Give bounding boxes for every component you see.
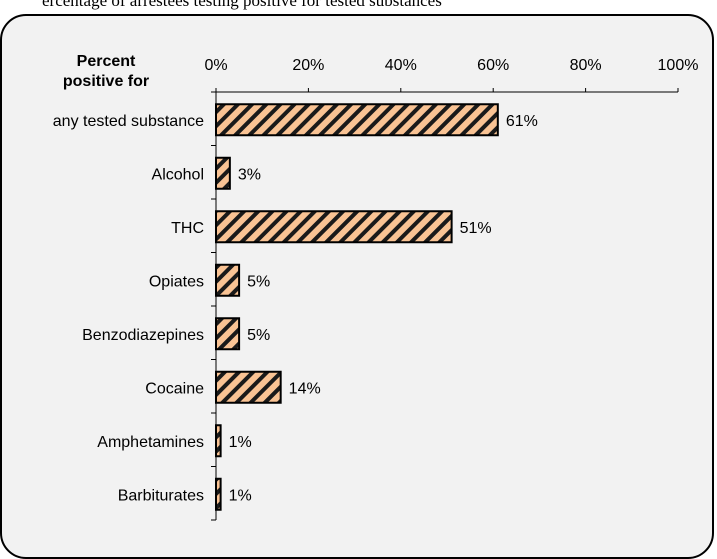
category-label: Amphetamines	[97, 434, 204, 451]
bar	[215, 477, 222, 511]
data-label: 1%	[229, 434, 252, 451]
data-label: 5%	[247, 273, 270, 290]
x-tick-label: 20%	[292, 57, 324, 74]
data-label: 3%	[238, 166, 261, 183]
category-label: any tested substance	[53, 113, 204, 130]
chart-title-line1: Percent	[77, 53, 136, 70]
x-tick-label: 80%	[570, 57, 602, 74]
bar	[215, 263, 241, 297]
bar	[215, 370, 282, 404]
chart-caption: ercentage of arrestees testing positive …	[42, 0, 442, 10]
x-tick-label: 60%	[477, 57, 509, 74]
data-label: 51%	[460, 220, 492, 237]
data-label: 14%	[289, 380, 321, 397]
data-label: 61%	[506, 113, 538, 130]
bar	[215, 210, 453, 244]
bar	[215, 424, 222, 458]
x-tick-label: 0%	[204, 57, 227, 74]
data-label: 5%	[247, 327, 270, 344]
category-label: Benzodiazepines	[82, 327, 204, 344]
category-label: Barbiturates	[118, 487, 204, 504]
category-label: Opiates	[149, 273, 204, 290]
x-tick-label: 100%	[658, 57, 699, 74]
x-tick-label: 40%	[385, 57, 417, 74]
bar	[215, 317, 241, 351]
data-label: 1%	[229, 487, 252, 504]
bar	[215, 156, 231, 190]
category-label: THC	[171, 220, 204, 237]
chart-title-line2: positive for	[63, 73, 149, 90]
category-label: Alcohol	[152, 166, 204, 183]
bar	[215, 103, 499, 137]
category-label: Cocaine	[145, 380, 204, 397]
